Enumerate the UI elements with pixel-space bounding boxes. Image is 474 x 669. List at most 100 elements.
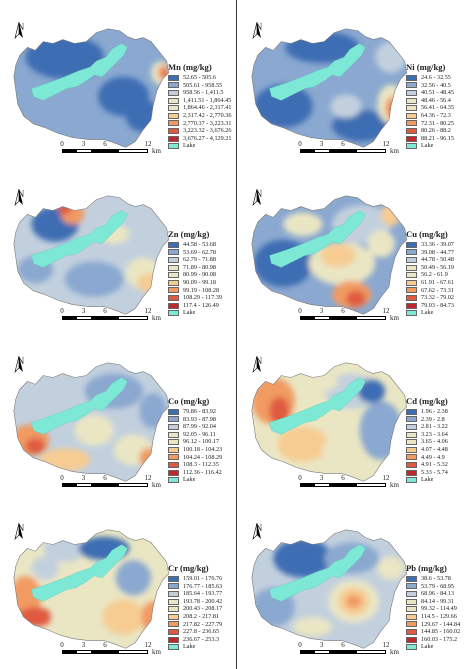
- legend-swatch-lake: [406, 310, 417, 317]
- north-arrow-icon: [14, 189, 23, 206]
- legend-item: 112.36 - 116.42: [168, 469, 222, 477]
- legend-item-lake: Lake: [406, 643, 460, 651]
- legend-item-lake: Lake: [168, 643, 222, 651]
- legend-label: 84.14 - 99.31: [421, 597, 454, 605]
- legend-label: 114.5 - 129.66: [421, 612, 457, 620]
- legend-label: 83.93 - 87.98: [183, 415, 216, 423]
- scale-bar-segment: [77, 317, 91, 319]
- legend-swatch: [168, 613, 179, 620]
- north-label: N: [17, 356, 25, 366]
- catchment-boundary: [251, 362, 407, 482]
- scale-bar-segment: [315, 150, 329, 152]
- legend-label: 3,676.27 - 4,129.21: [183, 134, 232, 142]
- scale-bar-segment: [63, 651, 77, 653]
- legend-swatch: [406, 279, 417, 286]
- legend-item: 4.49 - 4.9: [406, 454, 448, 462]
- legend-item: 32.56 - 40.5: [406, 82, 454, 90]
- concentration-zone: [64, 261, 124, 297]
- legend-item: 505.61 - 958.55: [168, 82, 231, 90]
- legend-item: 3,223.32 - 3,676.26: [168, 127, 231, 135]
- legend-swatch: [168, 279, 179, 286]
- north-label: N: [255, 523, 263, 533]
- concentration-zone: [115, 560, 152, 596]
- legend-item: 144.85 - 160.02: [406, 628, 460, 636]
- legend-swatch: [168, 256, 179, 263]
- legend-label: 117.4 - 126.49: [183, 301, 219, 309]
- legend-label: 108.29 - 117.39: [183, 294, 222, 302]
- legend-label: 99.19 - 108.28: [183, 286, 220, 294]
- legend-swatch: [406, 408, 417, 415]
- legend-item: 193.78 - 200.42: [168, 598, 222, 606]
- concentration-zone: [377, 556, 405, 580]
- legend-swatch: [406, 112, 417, 119]
- scale-tick-label: 12: [144, 641, 152, 649]
- legend-swatch: [168, 264, 179, 271]
- lake-shape: [269, 377, 366, 435]
- scale-tick-label: 6: [341, 140, 345, 148]
- concentration-zone: [357, 379, 386, 403]
- north-label: N: [255, 356, 263, 366]
- north-arrow-icon: [252, 356, 261, 373]
- legend-label: 24.6 - 32.55: [421, 74, 451, 81]
- scale-bar: 0 3 6 12 km: [60, 140, 161, 155]
- map-panel-ni: N Ni (mg/kg) 24.6 - 32.55 32.56 - 40.5 40.51…: [238, 0, 474, 167]
- scale-bar-segment: [91, 484, 119, 486]
- legend-item: 2.39 - 2.8: [406, 416, 448, 424]
- scale-tick-label: 3: [81, 140, 86, 148]
- legend-item-lake: Lake: [406, 476, 448, 484]
- legend-swatch: [406, 105, 417, 112]
- legend-item: 227.8 - 236.65: [168, 628, 222, 636]
- legend-label: 236.67 - 253.3: [183, 635, 220, 643]
- legend-item: 53.79 - 68.95: [406, 583, 460, 591]
- legend-item: 160.03 - 175.2: [406, 636, 460, 644]
- legend-swatch: [168, 105, 179, 112]
- north-arrow: N: [252, 356, 266, 373]
- north-label: N: [17, 189, 25, 199]
- legend-title: Cr (mg/kg): [168, 563, 209, 573]
- scale-bar: 0 3 6 12 km: [60, 474, 161, 489]
- legend-item: 2,317.42 - 2,770.36: [168, 112, 231, 120]
- north-arrow: N: [14, 189, 28, 206]
- legend-label: 99.32 - 114.49: [421, 605, 457, 613]
- map-panel-co: N Co (mg/kg) 79.86 - 83.92 83.93 - 87.98 87.…: [0, 334, 236, 501]
- legend-swatch: [406, 598, 417, 605]
- scale-tick-label: 12: [382, 474, 390, 482]
- legend-item: 185.64 - 193.77: [168, 590, 222, 598]
- concentration-map-mn: [13, 28, 169, 148]
- legend-swatch: [168, 583, 179, 590]
- north-arrow: N: [14, 22, 28, 39]
- legend-item: 53.69 - 62.78: [168, 249, 222, 257]
- north-arrow: N: [14, 356, 28, 373]
- scale-tick-label: 6: [103, 641, 107, 649]
- concentration-zone: [375, 41, 407, 73]
- legend-swatch: [168, 636, 179, 643]
- legend-label: 108.3 - 112.35: [183, 461, 219, 469]
- legend-item-lake: Lake: [168, 309, 222, 317]
- legend-item: 1,864.46 - 2,317.41: [168, 104, 231, 112]
- scale-tick-label: 3: [319, 140, 324, 148]
- scale-tick-label: 12: [382, 140, 390, 148]
- legend-item: 104.24 - 108.29: [168, 454, 222, 462]
- legend-swatch: [168, 469, 179, 476]
- concentration-zone: [385, 96, 401, 120]
- legend-swatch: [406, 89, 417, 96]
- legend-item: 50.49 - 56.19: [406, 264, 454, 272]
- lake-shape: [269, 210, 366, 268]
- concentration-zone: [330, 94, 362, 118]
- legend-item: 108.29 - 117.39: [168, 294, 222, 302]
- concentration-zone: [277, 426, 329, 462]
- legend-item: 5.33 - 5.74: [406, 469, 448, 477]
- legend-swatch: [168, 112, 179, 119]
- north-label: N: [17, 22, 25, 32]
- legend-swatch: [406, 74, 417, 81]
- legend-swatch: [406, 461, 417, 468]
- scale-bar-segment: [91, 150, 119, 152]
- legend-label-lake: Lake: [421, 643, 434, 651]
- legend-label: 44.78 - 50.48: [421, 256, 454, 264]
- legend-label: 176.77 - 185.63: [183, 582, 223, 590]
- legend-item: 39.08 - 44.77: [406, 249, 454, 257]
- legend-swatch: [406, 294, 417, 301]
- scale-unit: km: [390, 481, 399, 489]
- legend-item: 200.43 - 208.17: [168, 605, 222, 613]
- catchment-boundary: [13, 28, 169, 148]
